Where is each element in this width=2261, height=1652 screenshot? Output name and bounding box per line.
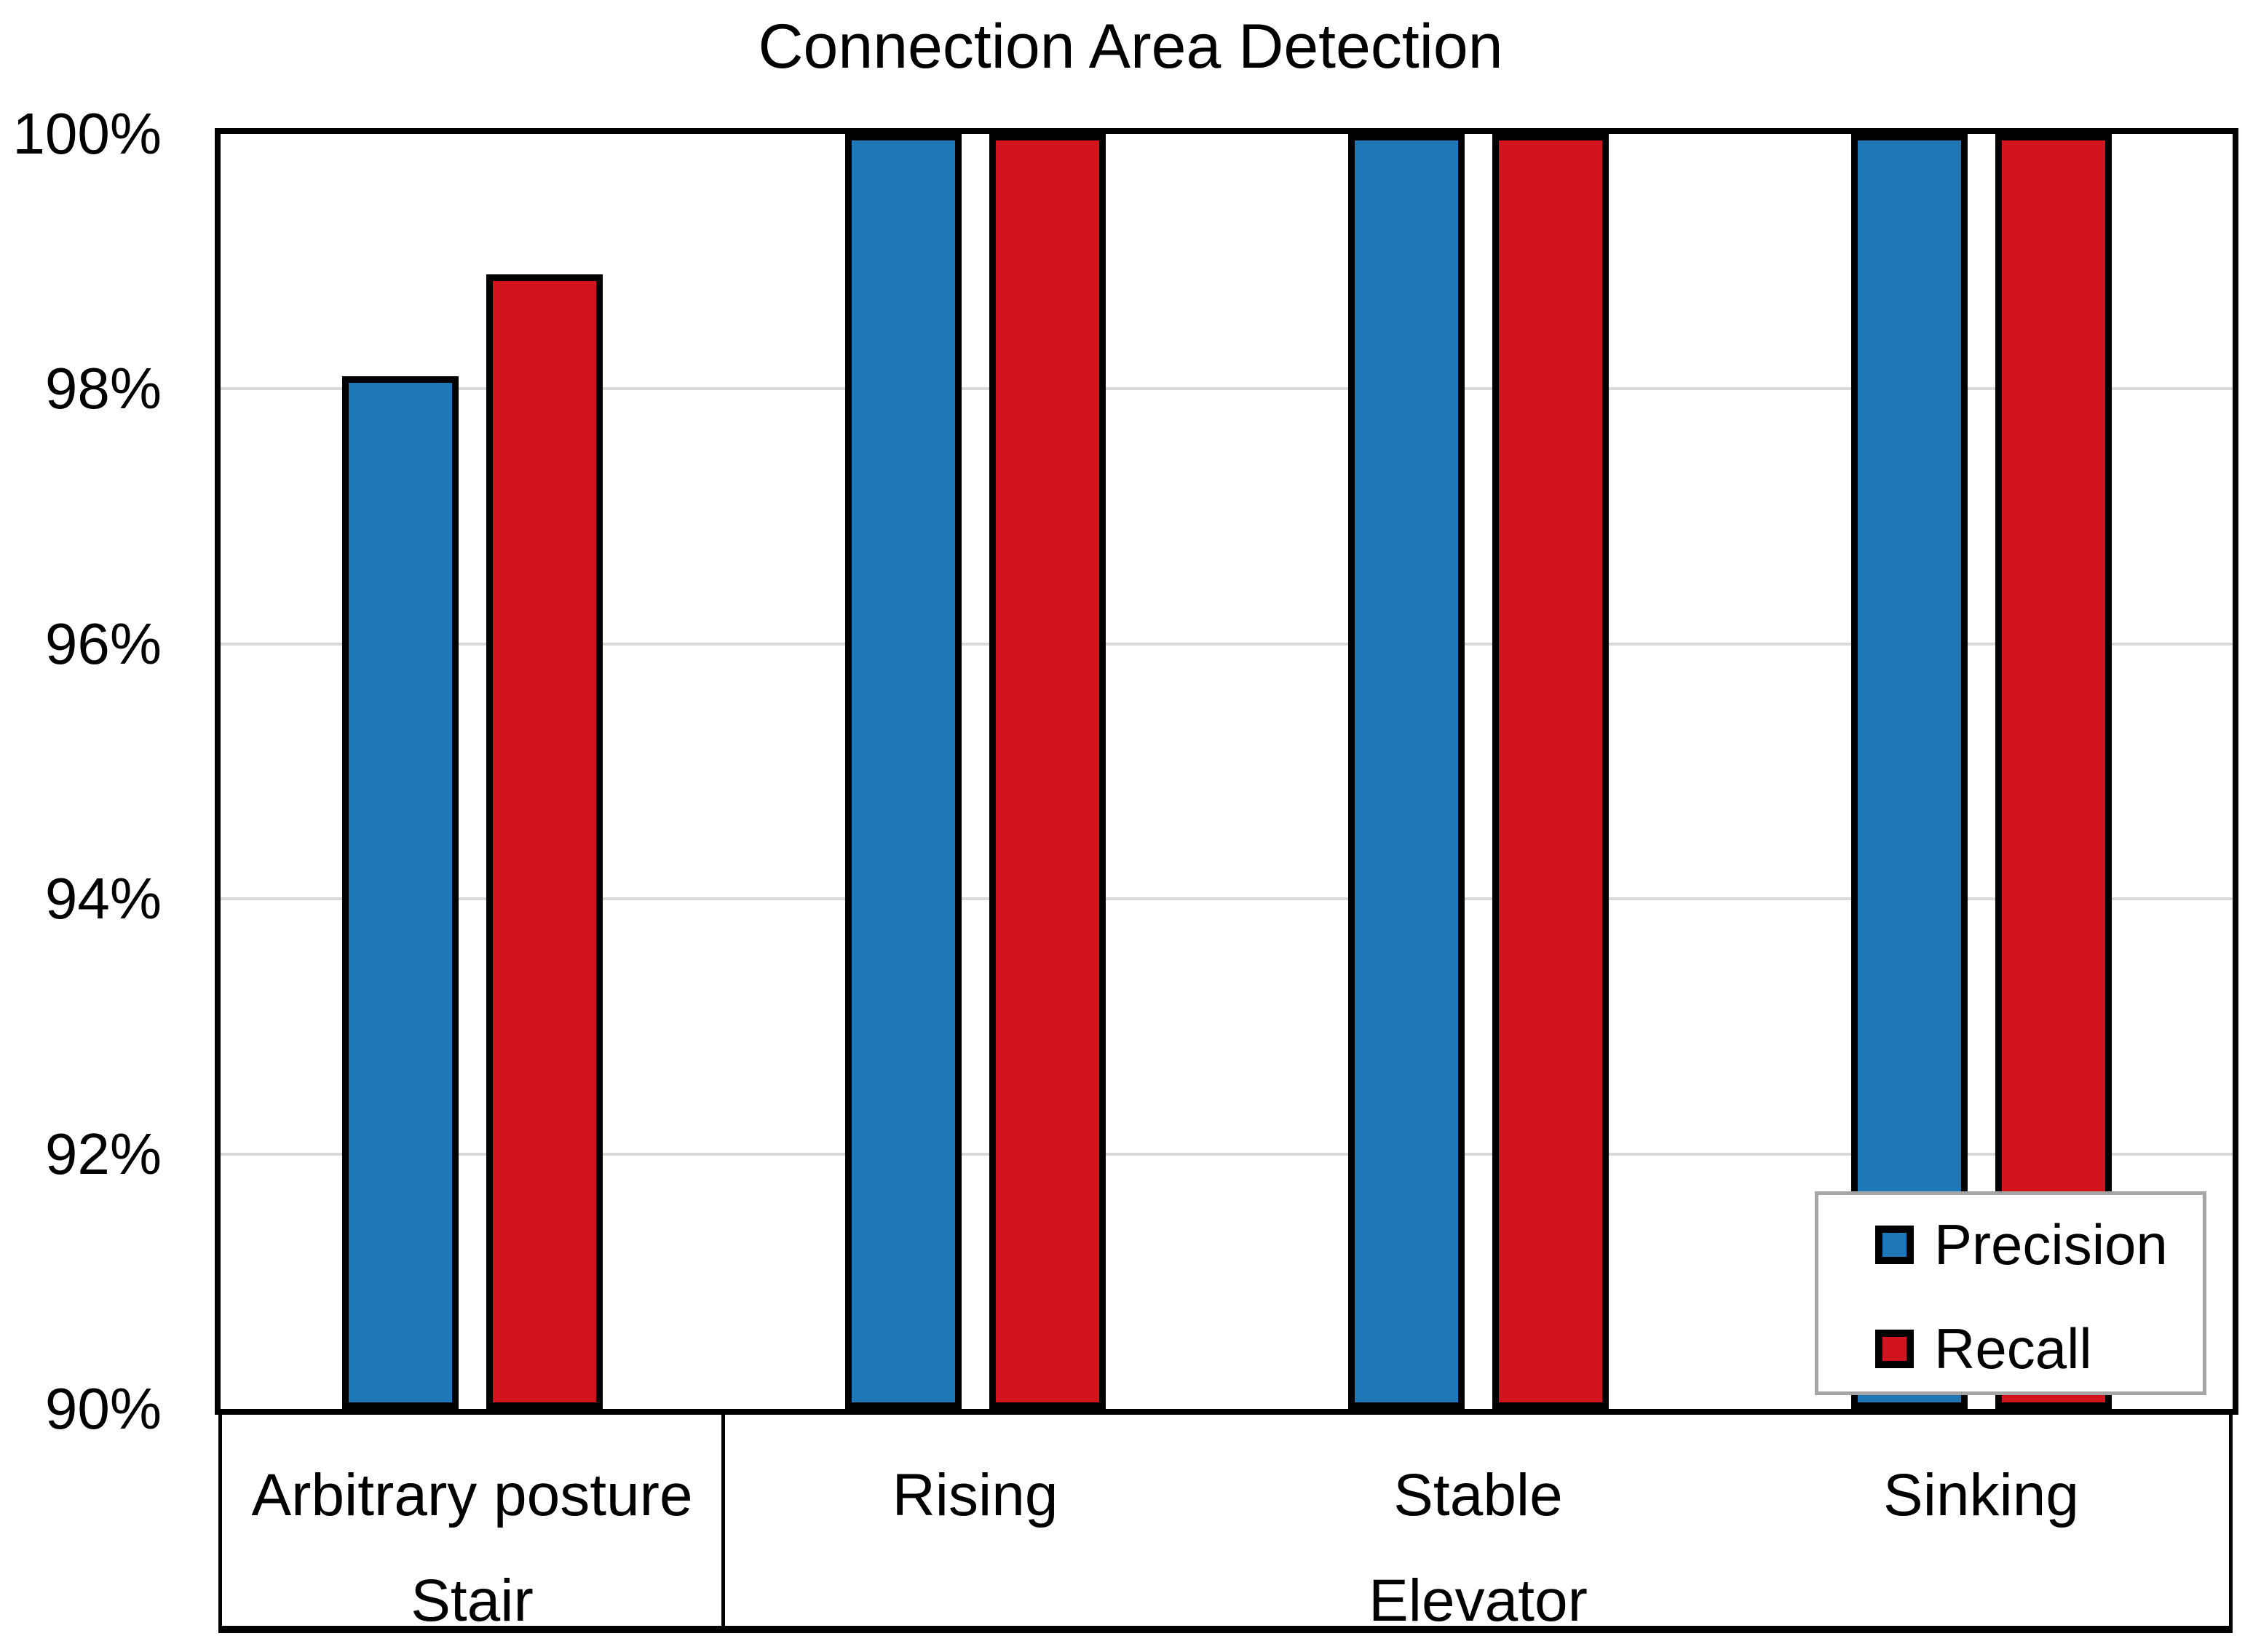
legend-swatch-recall — [1875, 1329, 1914, 1368]
bar-precision-0 — [341, 376, 459, 1409]
gridline-92 — [221, 1152, 2233, 1156]
label-table-bottom-line — [218, 1626, 2233, 1633]
bar-precision-1 — [844, 134, 962, 1409]
gridline-94 — [221, 897, 2233, 901]
x-category-label-1: Rising — [892, 1462, 1058, 1528]
y-tick-label-96: 96% — [44, 611, 162, 676]
y-tick-label-100: 100% — [12, 101, 162, 166]
x-group-label-stair: Stair — [411, 1568, 534, 1634]
x-category-label-2: Stable — [1393, 1462, 1563, 1528]
x-category-label-0: Arbitrary posture — [251, 1462, 693, 1528]
bar-recall-2 — [1492, 134, 1609, 1409]
legend-swatch-precision — [1875, 1225, 1914, 1264]
label-table-right-border-line — [2229, 1415, 2233, 1633]
label-table-group-divider-line — [721, 1415, 725, 1633]
y-tick-label-90: 90% — [44, 1376, 162, 1441]
legend-item-recall: Recall — [1875, 1317, 2092, 1381]
bar-precision-2 — [1347, 134, 1465, 1409]
x-group-label-elevator: Elevator — [1369, 1568, 1588, 1634]
legend-item-precision: Precision — [1875, 1212, 2168, 1276]
bar-recall-0 — [486, 274, 603, 1409]
y-tick-label-92: 92% — [44, 1121, 162, 1186]
legend-label-precision: Precision — [1934, 1212, 2168, 1276]
gridline-98 — [221, 387, 2233, 391]
chart-title: Connection Area Detection — [758, 12, 1503, 82]
legend-label-recall: Recall — [1934, 1317, 2092, 1381]
x-category-label-3: Sinking — [1883, 1462, 2079, 1528]
label-table-left-border-line — [218, 1415, 222, 1633]
y-tick-label-94: 94% — [44, 866, 162, 932]
legend: Precision Recall — [1815, 1191, 2206, 1395]
y-tick-label-98: 98% — [44, 356, 162, 421]
gridline-96 — [221, 642, 2233, 646]
bar-recall-1 — [989, 134, 1106, 1409]
